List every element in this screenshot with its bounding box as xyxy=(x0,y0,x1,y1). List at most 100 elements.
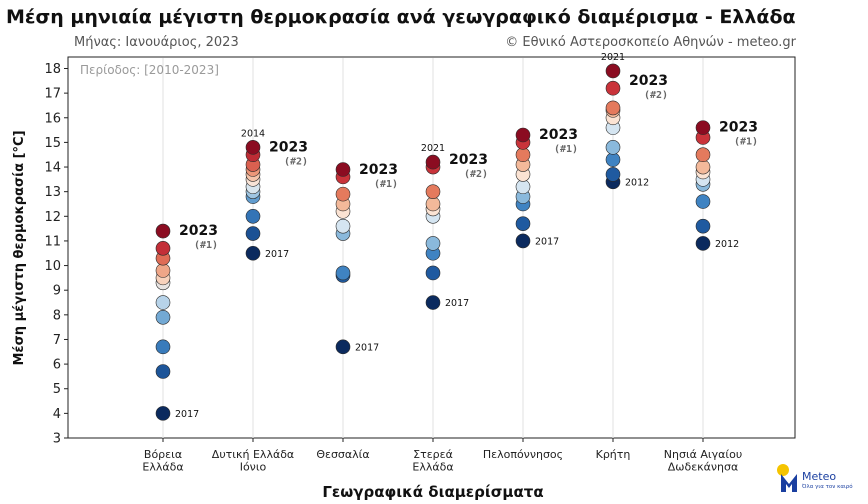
data-point xyxy=(425,184,441,199)
x-tick-label: Ιόνιο xyxy=(240,461,267,474)
data-point xyxy=(155,223,171,239)
highlight-year-label: 2023 xyxy=(359,162,398,178)
y-tick-label: 17 xyxy=(44,87,61,102)
data-point xyxy=(605,63,621,79)
x-axis-label: Γεωγραφικά διαμερίσματα xyxy=(322,483,543,501)
x-tick-label: Θεσσαλία xyxy=(316,448,369,461)
data-point xyxy=(155,241,171,256)
data-point xyxy=(245,209,261,224)
highlight-year-label: 2023 xyxy=(269,140,308,156)
data-point xyxy=(695,120,711,135)
data-point xyxy=(335,218,351,234)
y-tick-label: 12 xyxy=(44,210,61,225)
x-tick-label: Ελλάδα xyxy=(142,461,183,474)
copyright-subtitle: © Εθνικό Αστεροσκοπείο Αθηνών - meteo.gr xyxy=(505,35,796,50)
x-tick-label: Δωδεκάνησα xyxy=(668,461,739,474)
y-tick-label: 13 xyxy=(44,185,61,200)
x-tick-label: Δυτική Ελλάδα xyxy=(212,448,294,461)
data-point xyxy=(605,100,621,116)
data-point xyxy=(605,80,621,96)
x-tick-label: Ελλάδα xyxy=(412,461,453,474)
month-subtitle: Μήνας: Ιανουάριος, 2023 xyxy=(74,35,239,50)
min-year-label: 2017 xyxy=(445,298,469,309)
data-point xyxy=(245,226,261,241)
data-point xyxy=(335,186,351,202)
x-tick-label: Πελοπόννησος xyxy=(483,448,563,461)
data-point xyxy=(425,265,441,281)
y-axis-label: Μέση μέγιστη θερμοκρασία [°C] xyxy=(12,130,27,365)
y-tick-label: 11 xyxy=(44,234,61,249)
y-tick-label: 4 xyxy=(53,407,61,422)
data-point xyxy=(515,127,531,143)
y-tick-label: 18 xyxy=(44,62,61,77)
min-year-label: 2012 xyxy=(715,239,739,250)
data-point xyxy=(515,233,531,249)
data-point xyxy=(515,147,531,163)
data-point xyxy=(155,295,171,310)
data-point xyxy=(155,406,171,421)
rank-label: (#1) xyxy=(194,240,218,251)
min-year-label: 2017 xyxy=(535,236,559,247)
data-point xyxy=(335,265,351,281)
x-tick-label: Νησιά Αιγαίου xyxy=(664,448,742,461)
data-point xyxy=(245,245,261,261)
max-year-label: 2023 xyxy=(719,120,758,136)
y-tick-label: 5 xyxy=(53,382,61,397)
highlight-year-label: 2023 xyxy=(449,152,488,168)
min-year-label: 2017 xyxy=(175,409,199,420)
max-year-label: 2014 xyxy=(241,128,265,139)
data-point xyxy=(335,162,351,177)
min-year-label: 2017 xyxy=(265,249,289,260)
y-tick-label: 7 xyxy=(53,333,61,348)
data-point xyxy=(695,194,711,209)
y-tick-label: 8 xyxy=(53,308,61,323)
y-tick-label: 3 xyxy=(53,432,61,447)
y-axis-ticks: 3 4 5 6 7 8 9 10 11 12 13 14 15 16 17 18 xyxy=(44,62,68,447)
chart-title: Μέση μηνιαία μέγιστη θερμοκρασία ανά γεω… xyxy=(6,6,796,28)
sun-icon xyxy=(777,464,789,476)
x-tick-label: Κρήτη xyxy=(596,448,631,461)
y-tick-label: 6 xyxy=(53,358,61,373)
data-point xyxy=(155,364,171,379)
rank-label: (#2) xyxy=(464,169,488,180)
data-point xyxy=(155,309,171,325)
logo-tagline: Όλα για τον καιρό xyxy=(801,483,853,490)
rank-label: (#1) xyxy=(554,144,578,155)
data-point xyxy=(425,236,441,251)
annotations: 20172023(#1)201720142023(#2)20172023(#1)… xyxy=(175,52,758,420)
y-tick-label: 15 xyxy=(44,136,61,151)
data-point xyxy=(425,196,441,212)
x-tick-label: Βόρεια xyxy=(144,448,182,461)
y-tick-label: 10 xyxy=(44,259,61,274)
data-point xyxy=(695,147,711,163)
rank-label: (#1) xyxy=(374,179,398,190)
data-point xyxy=(155,263,171,278)
data-point xyxy=(605,140,621,155)
data-point xyxy=(515,216,531,231)
period-label: Περίοδος: [2010-2023] xyxy=(80,63,219,77)
max-year-label: 2021 xyxy=(421,143,445,154)
y-tick-label: 9 xyxy=(53,284,61,299)
x-tick-label: Στερεά xyxy=(413,448,453,461)
data-point xyxy=(515,179,531,195)
data-point xyxy=(425,295,441,310)
data-points xyxy=(155,63,711,421)
rank-label: (#1) xyxy=(734,137,758,148)
logo-name: Meteo xyxy=(802,470,836,483)
data-point xyxy=(695,218,711,234)
data-point xyxy=(695,159,711,175)
data-point xyxy=(695,236,711,251)
max-year-label: 2023 xyxy=(179,223,218,239)
y-tick-label: 14 xyxy=(44,161,61,176)
data-point xyxy=(605,167,621,182)
data-point xyxy=(425,154,441,170)
highlight-year-label: 2023 xyxy=(629,73,668,89)
y-tick-label: 16 xyxy=(44,111,61,126)
data-point xyxy=(335,339,351,355)
data-point xyxy=(245,140,261,155)
meteo-logo: Meteo Όλα για τον καιρό xyxy=(777,464,853,492)
data-point xyxy=(155,339,171,355)
max-year-label: 2023 xyxy=(539,127,578,143)
